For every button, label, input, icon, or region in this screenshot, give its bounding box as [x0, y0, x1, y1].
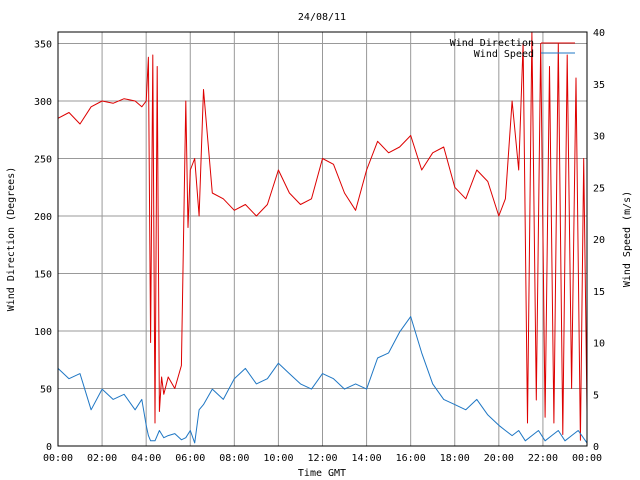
y-left-tick-label: 150: [34, 270, 52, 281]
y-left-tick-label: 300: [34, 97, 52, 108]
x-tick-labels: 00:00 02:00 04:00 06:00 08:00 10:00 12:00 14:00…: [43, 453, 602, 464]
legend-label-wind-direction: Wind Direction: [450, 38, 534, 49]
x-tick-label: 00:00: [43, 453, 73, 464]
y-right-tick-label: 0: [593, 442, 599, 453]
y-left-tick-label: 0: [46, 442, 52, 453]
legend-label-wind-speed: Wind Speed: [474, 49, 534, 60]
plot-frame: [57, 31, 588, 447]
x-tick-label: 02:00: [87, 453, 117, 464]
y-right-tick-label: 20: [593, 235, 605, 246]
y-right-tick-label: 10: [593, 339, 605, 350]
y-right-tick-label: 5: [593, 390, 599, 401]
y-left-tick-label: 100: [34, 327, 52, 338]
x-tick-label: 16:00: [396, 453, 426, 464]
series-layer: [57, 31, 588, 444]
x-tick-label: 06:00: [175, 453, 205, 464]
y-left-tick-label: 50: [40, 385, 52, 396]
y-left-tick-label: 250: [34, 155, 52, 166]
series-line-wind-direction: [57, 31, 588, 441]
x-tick-label: 22:00: [528, 453, 558, 464]
y-right-tick-label: 40: [593, 28, 605, 39]
x-tick-label: 08:00: [219, 453, 249, 464]
series-line-wind-speed: [57, 316, 588, 444]
y-right-tick-label: 35: [593, 80, 605, 91]
grid-lines: [58, 32, 587, 446]
x-tick-label: 18:00: [440, 453, 470, 464]
y-left-tick-label: 350: [34, 40, 52, 51]
y-right-tick-label: 25: [593, 183, 605, 194]
x-axis-label: Time GMT: [298, 468, 346, 479]
y-left-axis-label: Wind Direction (Degrees): [6, 167, 17, 312]
chart-title: 24/08/11: [298, 12, 346, 23]
y-right-tick-labels: 0 5 10 15 20 25 30 35 40: [593, 28, 605, 453]
x-tick-label: 14:00: [352, 453, 382, 464]
x-tick-label: 12:00: [307, 453, 337, 464]
y-right-axis-label: Wind Speed (m/s): [622, 191, 633, 287]
legend: Wind Direction Wind Speed: [450, 38, 575, 60]
x-tick-label: 10:00: [263, 453, 293, 464]
x-tick-label: 00:00: [572, 453, 602, 464]
y-left-tick-label: 200: [34, 212, 52, 223]
y-right-tick-label: 30: [593, 132, 605, 143]
x-tick-label: 04:00: [131, 453, 161, 464]
x-tick-label: 20:00: [484, 453, 514, 464]
y-right-tick-label: 15: [593, 287, 605, 298]
y-left-tick-labels: 0 50 100 150 200 250 300 350: [34, 40, 52, 454]
